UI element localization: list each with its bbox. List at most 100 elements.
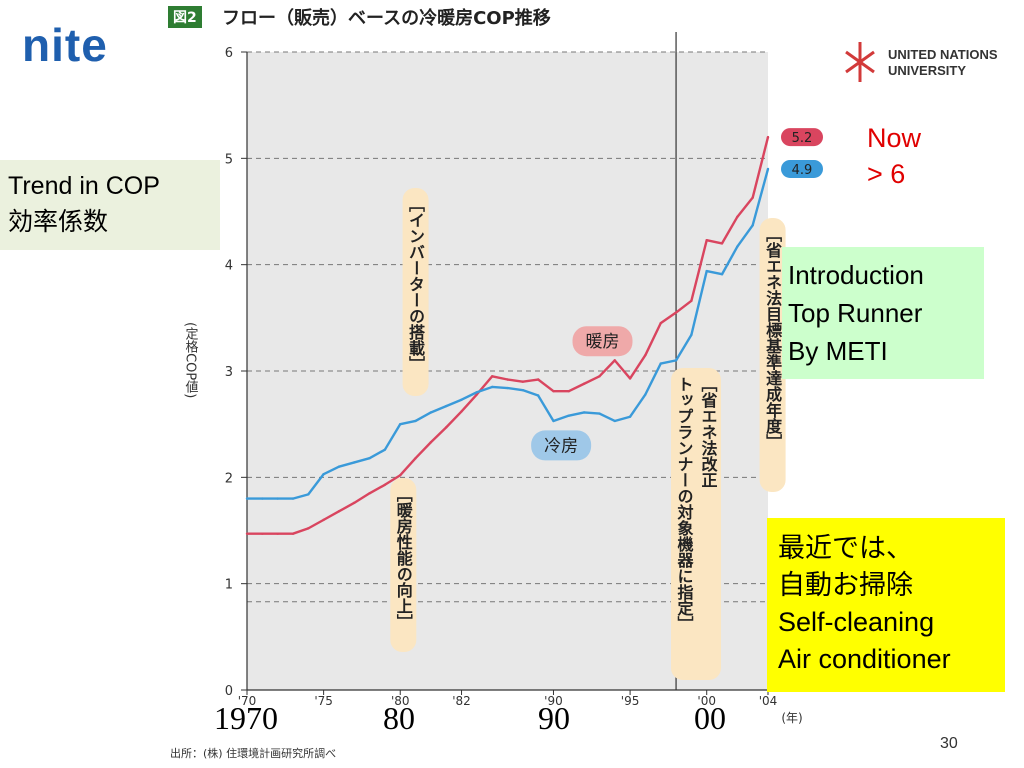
cooling-label: 冷房 (544, 436, 578, 456)
cooling-data-point (460, 398, 463, 401)
cooling-data-point (766, 167, 770, 171)
un-logo-line2: UNIVERSITY (888, 63, 967, 78)
cooling-data-point (490, 385, 494, 389)
cooling-data-point (582, 411, 586, 414)
heating-data-point (536, 378, 540, 381)
y-tick-label: 6 (225, 46, 233, 61)
cooling-data-point (613, 419, 616, 423)
heating-data-point (337, 510, 341, 513)
cooling-data-point (628, 415, 632, 418)
source-note: 出所：(株) 住環境計画研究所調べ (170, 747, 337, 760)
cooling-data-point (644, 393, 647, 396)
heating-data-point (261, 532, 264, 535)
heating-data-point (736, 215, 739, 219)
heating-data-point (245, 532, 249, 535)
cooling-data-point (552, 419, 555, 423)
cooling-data-point (383, 448, 387, 451)
cooling-data-point (353, 461, 356, 464)
y-axis-label: (定格COP値) (183, 322, 199, 398)
heating-data-point (705, 239, 708, 242)
decade-label-00: 00 (694, 700, 726, 736)
x-tick-label: '95 (621, 694, 640, 708)
heating-data-point (291, 532, 295, 535)
heating-data-point (644, 353, 647, 357)
introduction-note-text: Introduction Top Runner By METI (788, 260, 924, 366)
x-tick-label: '70 (238, 694, 257, 708)
heating-data-point (766, 135, 770, 139)
trend-note-box (0, 160, 220, 250)
y-tick-label: 4 (225, 259, 233, 274)
now-note-text: Now > 6 (867, 123, 922, 189)
cooling-data-point (506, 386, 509, 390)
heating-data-point (414, 456, 417, 460)
recent-note-box (767, 518, 1005, 692)
heating-data-point (751, 196, 754, 199)
x-tick-label: '80 (391, 694, 410, 708)
x-axis-unit: (年) (781, 711, 802, 725)
heating-data-point (383, 483, 387, 486)
cooling-data-point (337, 465, 341, 468)
cooling-data-point (598, 412, 601, 415)
cooling-label-bg (531, 430, 592, 461)
cooling-data-point (322, 472, 325, 476)
x-tick-label: '90 (544, 694, 563, 708)
cooling-end-value: 4.9 (792, 163, 813, 178)
cooling-data-point (536, 394, 540, 397)
cooling-data-point (720, 273, 724, 276)
heating-data-point (368, 492, 371, 495)
annotation-text: ［暖房性能の向上］ (394, 486, 413, 630)
x-tick-label: '75 (314, 694, 333, 708)
cooling-data-point (521, 388, 525, 392)
cooling-data-point (245, 497, 249, 500)
decade-label-80: 80 (383, 700, 415, 736)
heating-data-point (628, 377, 632, 380)
cooling-data-point (475, 391, 479, 394)
heating-data-point (613, 359, 616, 362)
heating-data-point (552, 390, 555, 393)
cooling-data-point (690, 333, 693, 337)
cooling-data-point (445, 404, 448, 408)
cooling-data-point (751, 224, 754, 227)
trend-note-text: Trend in COP 効率係数 (8, 172, 160, 236)
heating-data-point (567, 390, 570, 393)
cooling-data-point (429, 411, 433, 414)
cooling-end-badge (781, 159, 823, 178)
heating-data-point (506, 378, 509, 381)
x-tick-label: '04 (759, 694, 778, 708)
heating-data-point (690, 299, 693, 303)
cooling-data-point (414, 419, 417, 423)
annotation-pill (670, 368, 721, 680)
y-tick-label: 0 (225, 684, 233, 699)
introduction-note-box (782, 247, 984, 379)
cooling-data-point (567, 414, 570, 417)
x-tick-label: '82 (452, 694, 471, 708)
y-tick-label: 1 (225, 578, 233, 593)
heating-data-point (276, 532, 279, 535)
annotation-text: トップランナーの対象機器に指定］ (674, 376, 694, 632)
annotation-text: ［インバーターの搭載］ (406, 196, 425, 372)
heating-end-badge (781, 128, 823, 147)
y-tick-label: 5 (225, 152, 233, 167)
annotation-text: ［省エネ法改正 (698, 376, 718, 488)
heating-data-point (460, 410, 463, 413)
heating-data-point (674, 311, 678, 314)
heating-data-point (521, 380, 525, 383)
figure-tag: 図2 (168, 6, 202, 28)
heating-data-point (720, 242, 724, 245)
cooling-data-point (276, 497, 279, 500)
cooling-data-point (261, 497, 264, 500)
cooling-data-point (705, 269, 708, 273)
heating-data-point (399, 474, 402, 477)
figure-title: フロー（販売）ベースの冷暖房COP推移 (222, 8, 551, 29)
heating-label: 暖房 (586, 332, 620, 352)
decade-label-90: 90 (538, 700, 570, 736)
recent-note-text: 最近では、 自動お掃除 Self-cleaning Air conditione… (778, 533, 951, 674)
cooling-data-point (659, 362, 662, 365)
page-number: 30 (940, 735, 958, 752)
y-tick-label: 2 (225, 471, 233, 486)
un-logo-line1: UNITED NATIONS (888, 47, 998, 62)
heating-data-point (598, 375, 601, 378)
united-nations-university-logo (845, 42, 875, 82)
united-nations-university-wordmark: UNITED NATIONS UNIVERSITY (888, 47, 998, 79)
annotation-pill (759, 218, 786, 492)
